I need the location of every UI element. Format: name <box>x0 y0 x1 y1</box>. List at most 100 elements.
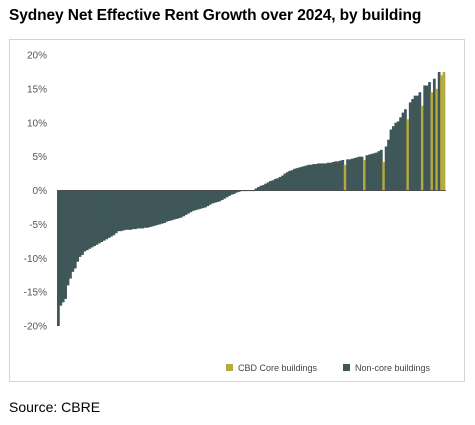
bar-noncore <box>66 190 70 286</box>
bar-noncore <box>257 187 260 191</box>
bar-noncore <box>408 102 412 191</box>
bar-core <box>440 75 443 191</box>
bar-noncore <box>232 190 236 194</box>
bar-noncore <box>391 126 395 191</box>
bar-noncore <box>150 190 154 227</box>
bar-noncore <box>83 190 87 252</box>
bar-noncore <box>358 156 361 191</box>
bar-noncore <box>146 190 149 228</box>
bar-core <box>435 88 439 191</box>
bar-noncore <box>73 190 77 269</box>
bar-noncore <box>329 162 333 191</box>
bar-noncore <box>269 181 272 191</box>
y-axis: 20% 15% 10% 5% 0% -5% -10% -15% -20% <box>24 51 47 333</box>
bar-noncore <box>367 154 371 191</box>
y-tick-label: 5% <box>33 152 48 163</box>
source-note: Source: CBRE <box>9 399 101 415</box>
bar-noncore <box>230 190 234 195</box>
bar-series <box>57 71 446 326</box>
bar-noncore <box>295 168 299 191</box>
bar-noncore <box>423 85 427 191</box>
bar-core <box>343 164 347 191</box>
bar-noncore <box>387 139 390 191</box>
bar-noncore <box>338 160 342 191</box>
bar-noncore <box>158 190 161 225</box>
bar-noncore <box>319 163 323 191</box>
bar-noncore <box>305 165 308 191</box>
bar-noncore <box>348 159 352 191</box>
bar-noncore <box>153 190 157 226</box>
bar-noncore <box>379 149 383 191</box>
bar-noncore <box>307 164 311 191</box>
bar-noncore <box>334 161 337 191</box>
bar-noncore <box>165 190 169 222</box>
bar-noncore <box>300 166 304 191</box>
bar-noncore <box>100 190 104 242</box>
chart-panel: 20% 15% 10% 5% 0% -5% -10% -15% -20% CBD Core bu… <box>9 39 465 382</box>
bar-noncore <box>261 185 265 191</box>
bar-noncore <box>317 163 321 191</box>
bar-noncore <box>107 190 111 238</box>
bar-noncore <box>399 117 402 191</box>
bar-noncore <box>416 95 419 191</box>
y-tick-label: -10% <box>24 254 47 265</box>
bar-noncore <box>437 71 441 191</box>
bar-noncore <box>428 82 431 191</box>
bar-noncore <box>278 176 282 191</box>
bar-noncore <box>170 190 174 221</box>
bar-noncore <box>97 190 101 244</box>
bar-noncore <box>187 190 190 214</box>
bar-noncore <box>228 190 231 196</box>
bar-noncore <box>160 190 164 224</box>
bar-noncore <box>141 190 145 229</box>
bar-noncore <box>237 190 241 192</box>
bar-noncore <box>360 156 364 191</box>
bar-noncore <box>218 190 222 202</box>
bar-noncore <box>372 153 376 191</box>
bar-noncore <box>196 190 200 210</box>
bar-core <box>382 162 386 191</box>
bar-noncore <box>64 190 67 299</box>
bar-noncore <box>211 190 214 204</box>
bar-noncore <box>112 190 116 236</box>
bar-noncore <box>285 172 289 191</box>
bar-noncore <box>175 190 178 219</box>
bar-core <box>363 160 366 191</box>
bar-noncore <box>281 175 284 191</box>
bar-noncore <box>273 178 277 191</box>
bar-core <box>406 119 410 191</box>
bar-noncore <box>326 162 330 191</box>
bar-noncore <box>177 190 181 219</box>
bar-noncore <box>310 164 313 191</box>
bar-core <box>430 92 434 191</box>
bar-noncore <box>85 190 89 251</box>
bar-noncore <box>413 95 417 191</box>
bar-noncore <box>389 129 393 191</box>
bar-noncore <box>223 190 227 199</box>
bar-noncore <box>184 190 188 215</box>
bar-noncore <box>425 85 429 191</box>
bar-noncore <box>341 160 345 191</box>
bar-noncore <box>114 190 118 234</box>
bar-noncore <box>346 159 349 191</box>
bar-noncore <box>302 166 306 191</box>
bar-noncore <box>155 190 159 226</box>
bar-noncore <box>119 190 123 232</box>
bar-core <box>442 71 446 191</box>
bar-noncore <box>266 182 270 191</box>
bar-noncore <box>57 190 60 326</box>
bar-noncore <box>179 190 183 218</box>
bar-noncore <box>276 178 280 191</box>
bar-noncore <box>148 190 152 228</box>
bar-noncore <box>59 190 63 306</box>
bar-chart: 20% 15% 10% 5% 0% -5% -10% -15% -20% CBD Core bu… <box>24 51 446 373</box>
bar-noncore <box>213 190 217 203</box>
bar-noncore <box>225 190 229 198</box>
bar-noncore <box>131 190 135 230</box>
bar-noncore <box>61 190 65 303</box>
legend-swatch-core <box>226 364 233 371</box>
bar-noncore <box>93 190 96 247</box>
bar-noncore <box>370 153 374 191</box>
bar-noncore <box>259 185 263 191</box>
legend: CBD Core buildings Non-core buildings <box>226 363 431 373</box>
